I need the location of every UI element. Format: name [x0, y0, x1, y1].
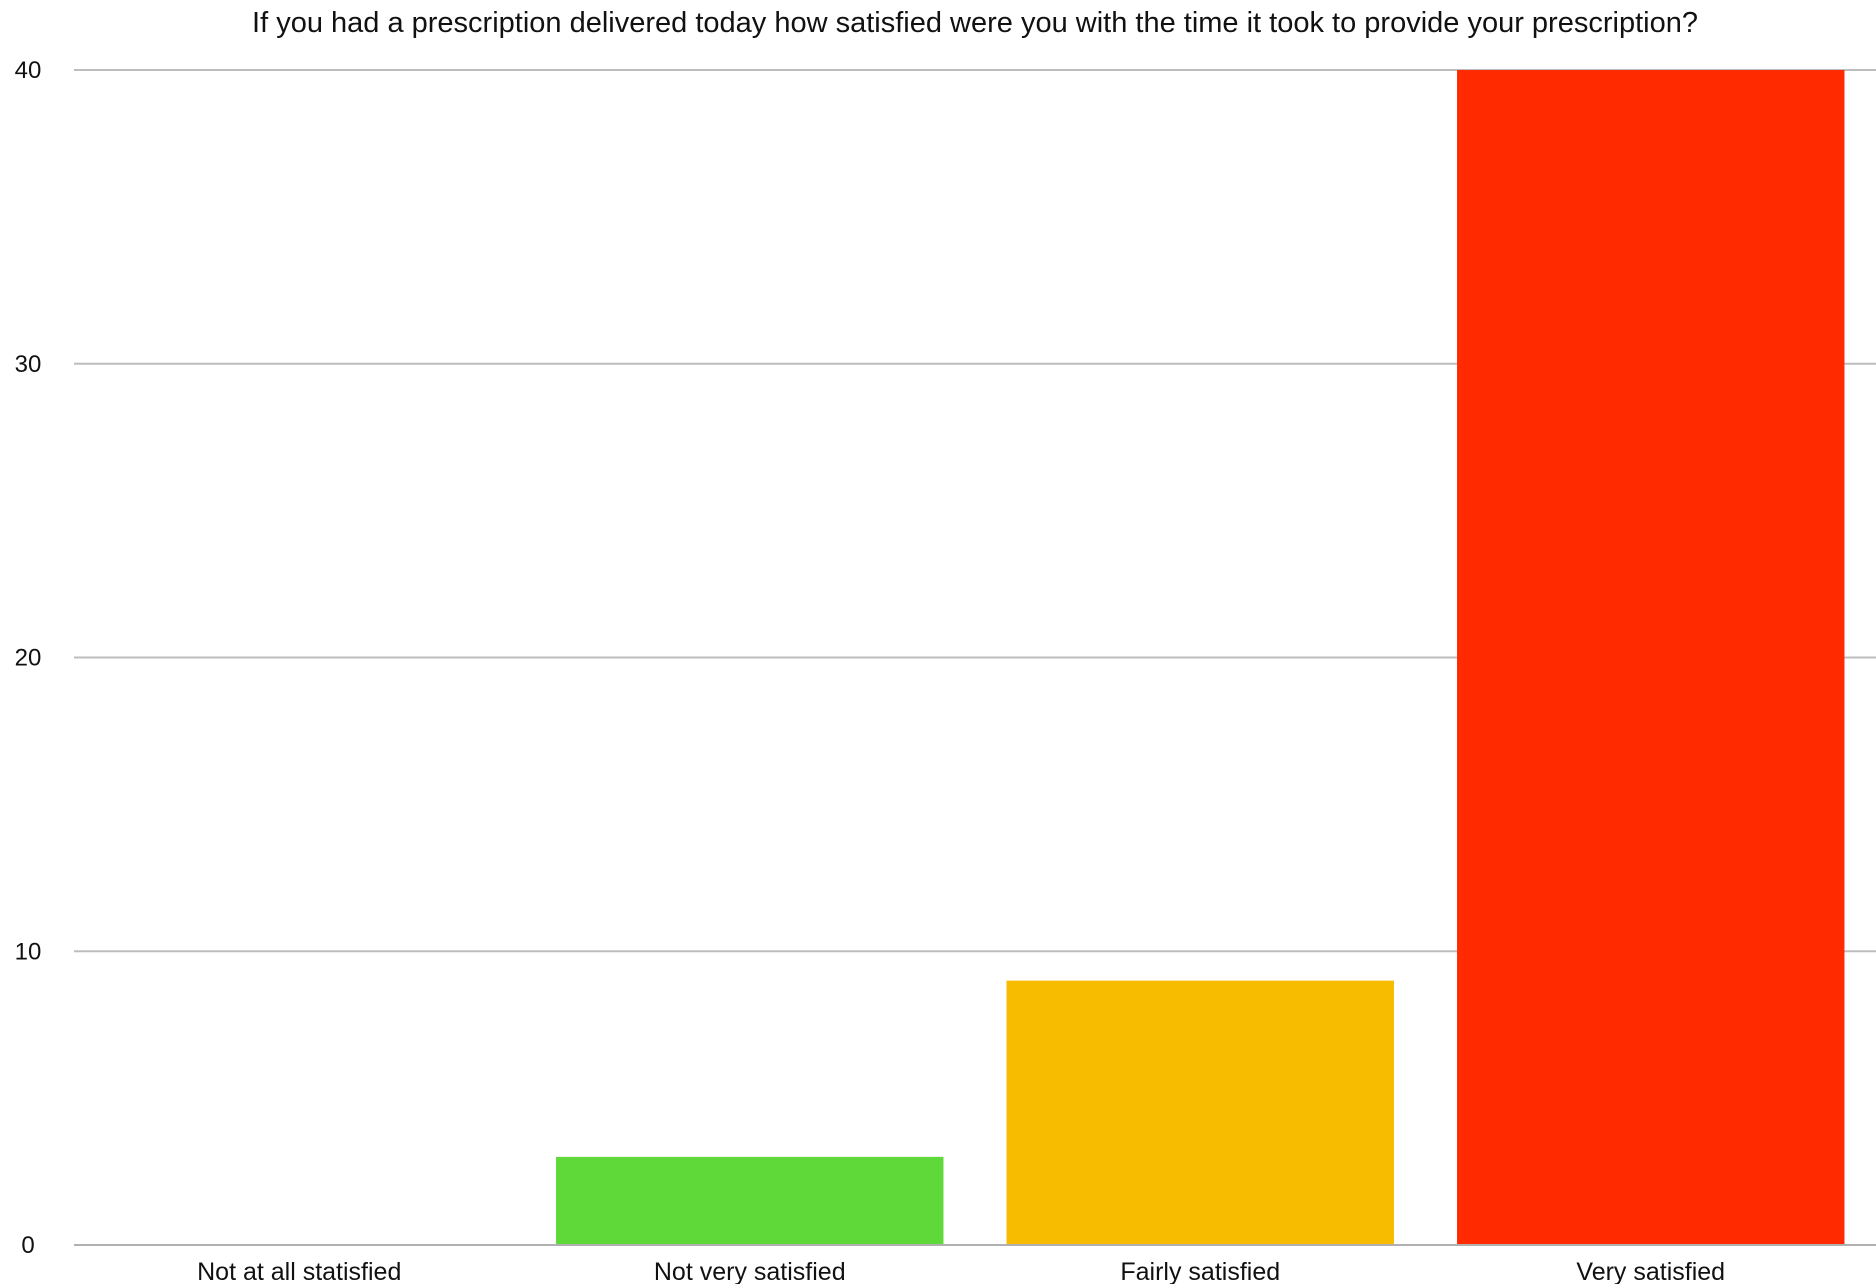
- bar: [1006, 980, 1394, 1245]
- x-category-label: Fairly satisfied: [1120, 1258, 1280, 1284]
- y-tick-label: 40: [15, 57, 42, 84]
- x-category-label: Very satisfied: [1576, 1258, 1725, 1284]
- y-tick-label: 30: [15, 351, 42, 378]
- bar: [1457, 70, 1845, 1245]
- bar: [556, 1156, 944, 1245]
- x-category-label: Not very satisfied: [654, 1258, 846, 1284]
- x-axis-labels: Not at all statisfied Not very satisfied F…: [197, 1258, 1725, 1284]
- chart-title: If you had a prescription delivered toda…: [252, 7, 1698, 39]
- y-tick-label: 0: [21, 1232, 34, 1259]
- y-axis-ticks: 0 10 20 30 40: [15, 57, 42, 1259]
- y-tick-label: 20: [15, 645, 42, 672]
- bars: [556, 70, 1845, 1245]
- y-tick-label: 10: [15, 938, 42, 965]
- x-category-label: Not at all statisfied: [197, 1258, 401, 1284]
